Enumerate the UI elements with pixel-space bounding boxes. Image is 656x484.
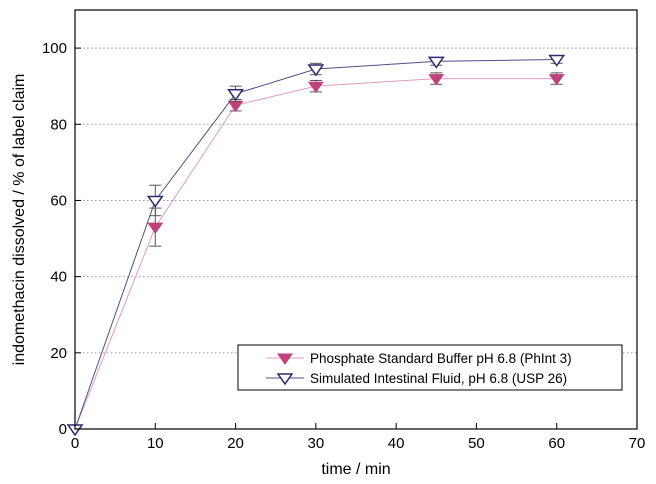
data-point-open-triangle bbox=[550, 56, 564, 66]
x-tick-label: 10 bbox=[147, 435, 164, 452]
x-tick-label: 70 bbox=[629, 435, 646, 452]
x-tick-label: 60 bbox=[548, 435, 565, 452]
y-tick-label: 60 bbox=[50, 192, 67, 209]
x-axis-title: time / min bbox=[321, 461, 390, 478]
data-point-open-triangle bbox=[148, 196, 162, 206]
x-tick-label: 50 bbox=[468, 435, 485, 452]
legend-label: Simulated Intestinal Fluid, pH 6.8 (USP … bbox=[310, 371, 567, 386]
y-tick-label: 0 bbox=[59, 421, 67, 438]
data-point-filled-triangle bbox=[148, 223, 162, 233]
legend-label: Phosphate Standard Buffer pH 6.8 (PhInt … bbox=[310, 351, 572, 366]
y-tick-label: 20 bbox=[50, 345, 67, 362]
legend-entry-phosphate-buffer: Phosphate Standard Buffer pH 6.8 (PhInt … bbox=[266, 351, 572, 366]
data-point-filled-triangle bbox=[550, 75, 564, 85]
y-tick-label: 40 bbox=[50, 269, 67, 286]
y-axis-title: indomethacin dissolved / % of label clai… bbox=[11, 74, 28, 366]
data-point-open-triangle bbox=[429, 57, 443, 67]
y-tick-label: 80 bbox=[50, 116, 67, 133]
x-tick-label: 20 bbox=[227, 435, 244, 452]
legend-entry-simulated-intestinal-fluid: Simulated Intestinal Fluid, pH 6.8 (USP … bbox=[266, 371, 567, 386]
x-tick-label: 40 bbox=[388, 435, 405, 452]
y-tick-label: 100 bbox=[42, 40, 67, 57]
data-point-filled-triangle bbox=[429, 75, 443, 85]
x-tick-label: 0 bbox=[71, 435, 79, 452]
data-point-filled-triangle bbox=[229, 101, 243, 111]
x-tick-label: 30 bbox=[308, 435, 325, 452]
legend: Phosphate Standard Buffer pH 6.8 (PhInt … bbox=[238, 345, 622, 390]
data-point-open-triangle bbox=[229, 90, 243, 100]
